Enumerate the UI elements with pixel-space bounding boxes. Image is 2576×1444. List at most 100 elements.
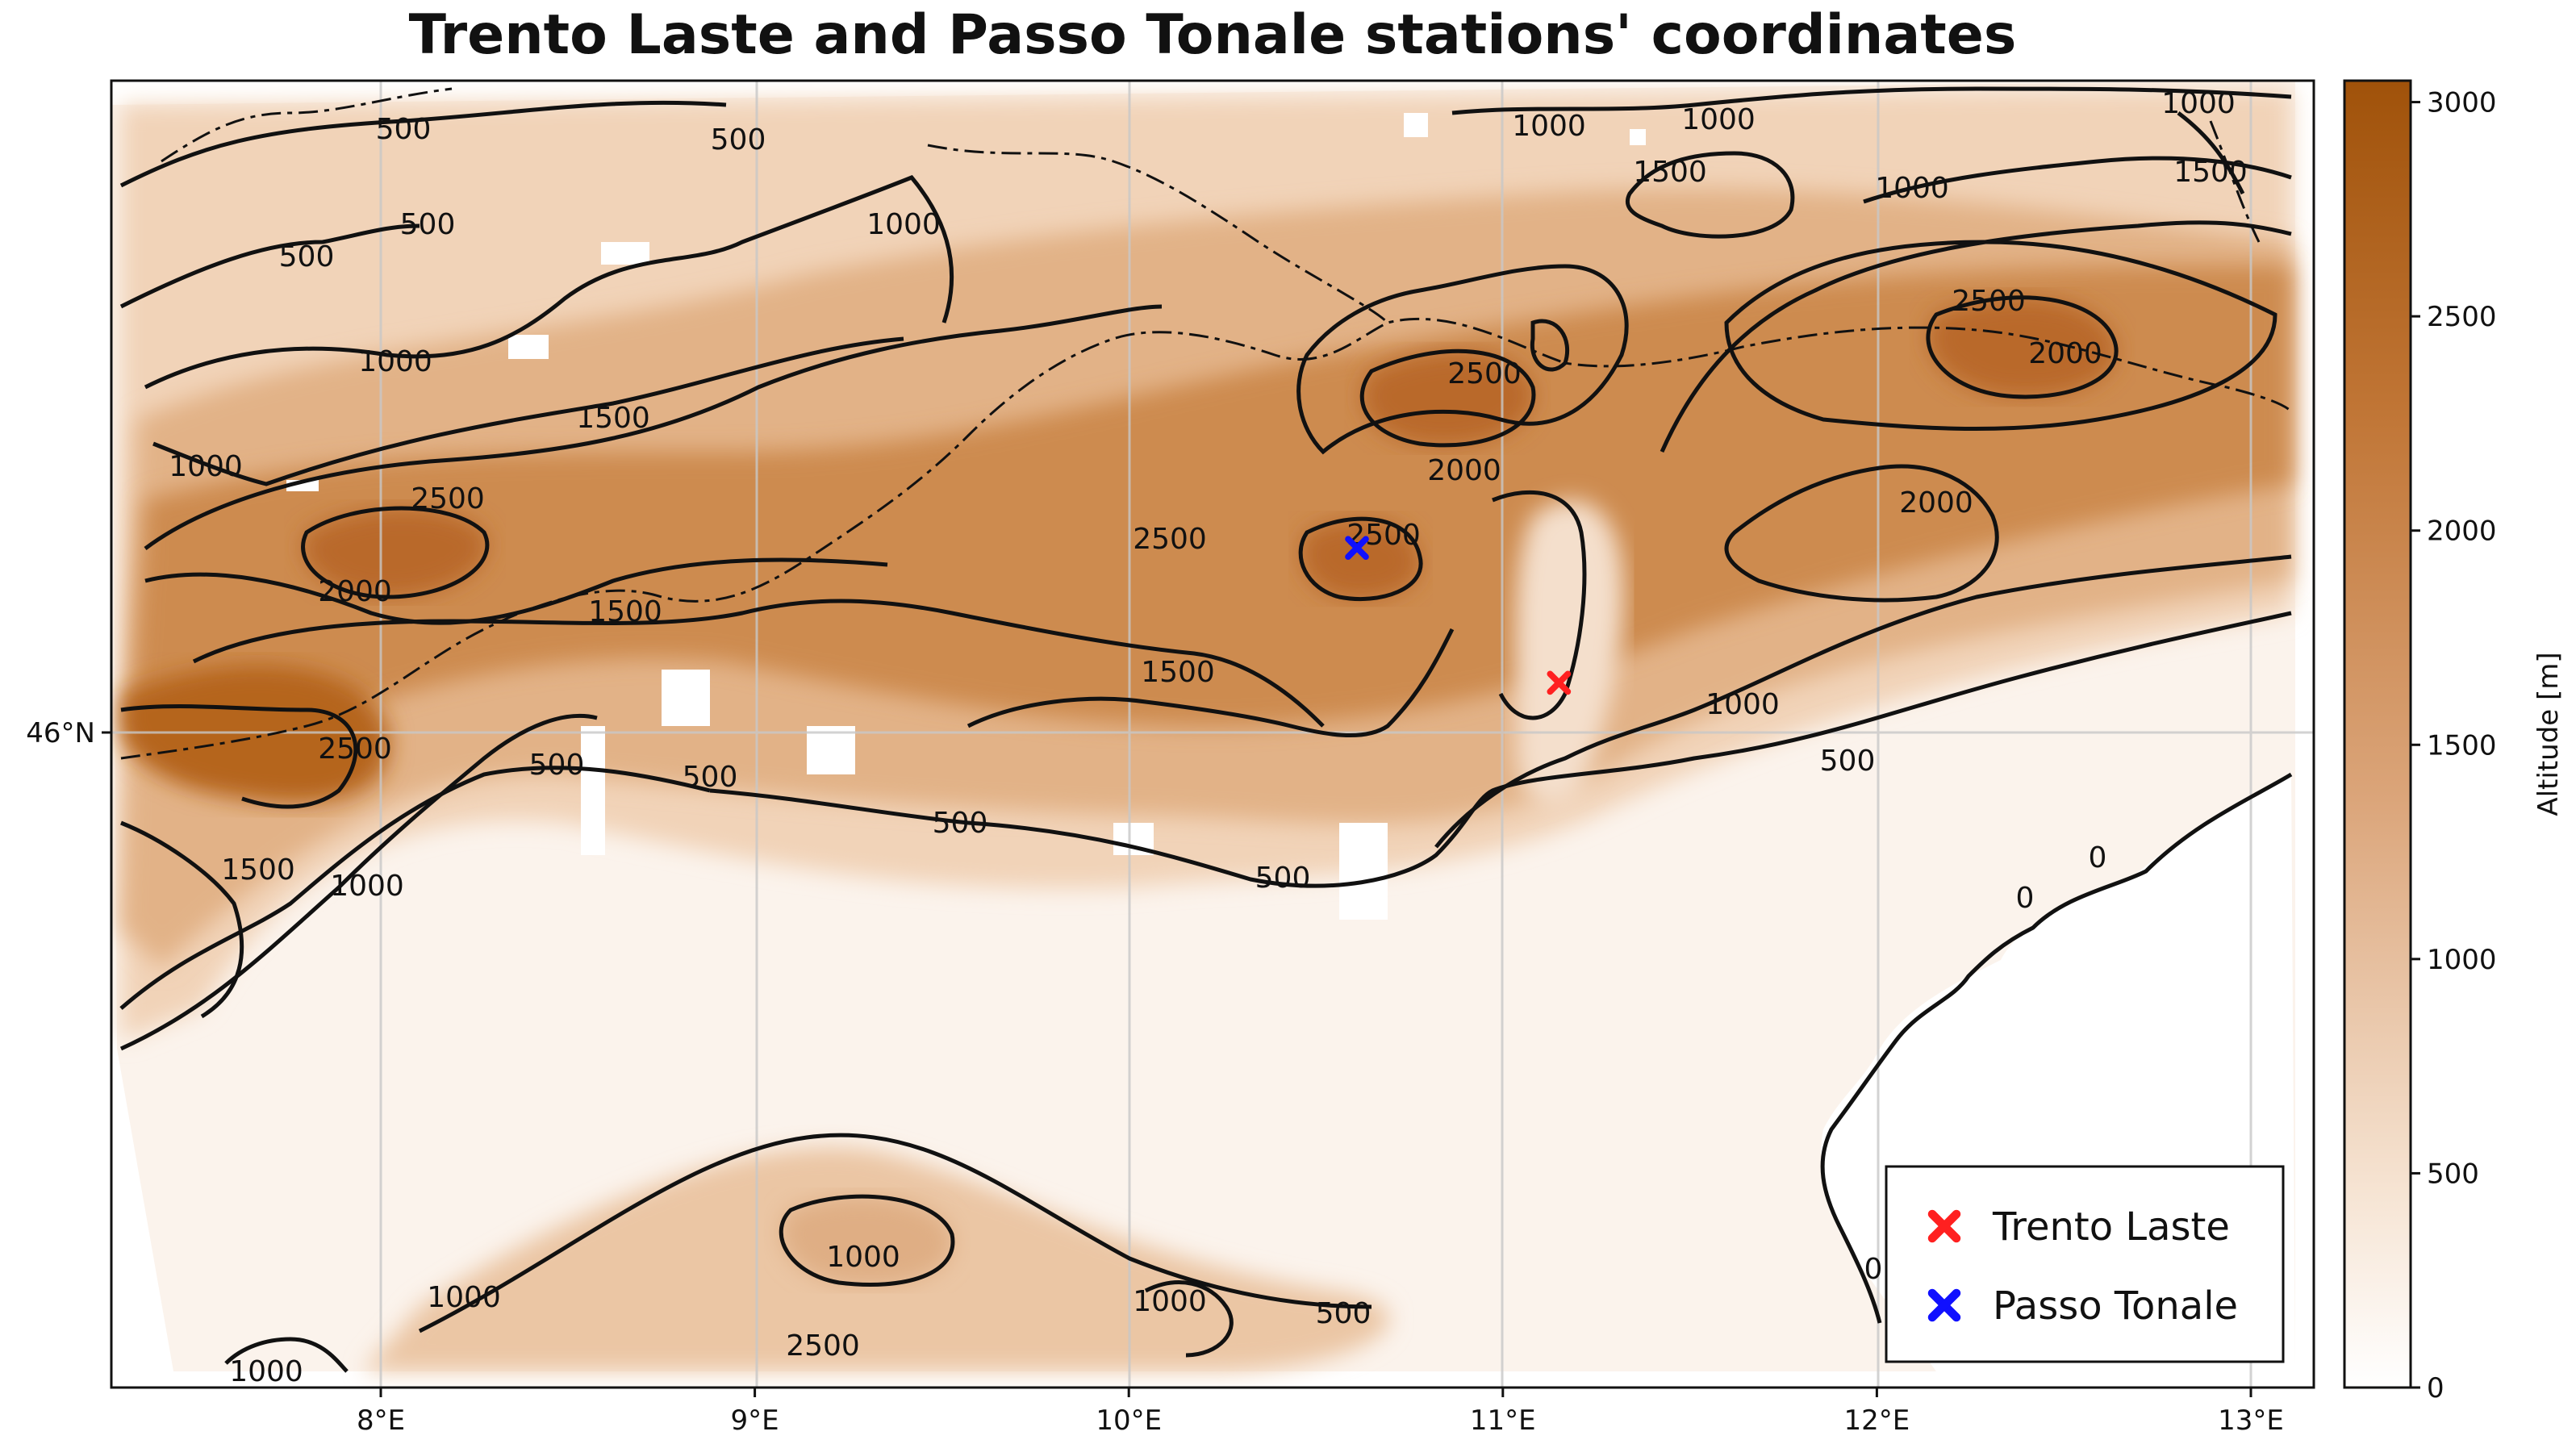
legend-marker (1927, 1288, 1961, 1322)
contour-1500-dolo (1660, 220, 2292, 453)
contour-label: 1000 (1133, 1285, 1207, 1318)
border-swiss-italy (120, 317, 2293, 760)
contour-label: 500 (933, 807, 988, 840)
contour-label: 0 (2089, 841, 2107, 874)
contour-label: 1000 (229, 1355, 303, 1388)
contour-south-1000c (1144, 1280, 1234, 1358)
colorbar-tick-label: 3000 (2427, 87, 2497, 119)
contour-1500-mid (192, 599, 1325, 728)
mask-cell (807, 726, 855, 774)
contour-label: 1500 (221, 853, 295, 887)
mask-cell (1404, 113, 1428, 137)
contour-label: 0 (1864, 1253, 1883, 1286)
mask-cell (1339, 823, 1388, 920)
x-marker-icon (1927, 1209, 1961, 1243)
lat-tick-label: 46°N (26, 717, 95, 749)
contour-label: 0 (2016, 882, 2035, 915)
contour-label: 1000 (1512, 110, 1586, 143)
legend-marker (1927, 1209, 1961, 1243)
terrain-fill-1500 (129, 265, 2291, 774)
contour-label: 500 (279, 240, 335, 273)
contour-2500-small (1530, 319, 1570, 372)
contour-label: 1000 (866, 208, 941, 241)
contour-label: 1000 (169, 450, 243, 483)
mask-cell (601, 242, 649, 265)
colorbar-tick-label: 2500 (2427, 301, 2497, 333)
border-east (2209, 120, 2261, 243)
contour-label: 1000 (427, 1281, 501, 1314)
contour-label: 500 (683, 761, 738, 794)
terrain-fill-south-1000 (781, 1196, 953, 1285)
contour-1500-ne (1626, 151, 1795, 239)
contour-label: 1500 (576, 402, 650, 435)
contour-label: 500 (711, 123, 766, 157)
contour-label: 1000 (330, 870, 404, 903)
contour-500-north-2 (119, 223, 420, 309)
contour-2500-east-west (120, 704, 358, 809)
contour-1500-low (120, 820, 244, 1019)
mask-cell (662, 670, 710, 726)
colorbar-label: Altitude [m] (2532, 652, 2565, 816)
x-marker-stroke (1345, 536, 1369, 561)
lon-tick-label: 13°E (2218, 1404, 2284, 1437)
contour-label: 1000 (2161, 87, 2236, 120)
contour-500-north (119, 100, 727, 188)
x-marker-stroke (1547, 670, 1572, 695)
terrain-fill-2500-d (1927, 297, 2117, 397)
contour-500-south (119, 766, 711, 1010)
contour-label: 2000 (1427, 454, 1501, 487)
contour-label: 2500 (1447, 357, 1522, 390)
lon-tick-label: 9°E (731, 1404, 779, 1437)
terrain-fill-valley (1515, 500, 1623, 808)
contour-2500-west (301, 506, 490, 599)
mask-cell (1630, 129, 1646, 145)
contour-label: 1000 (1875, 172, 1949, 205)
border-north (161, 87, 453, 163)
contour-label: 1000 (826, 1241, 900, 1274)
station-marker (1345, 536, 1369, 561)
contour-1000-west (152, 336, 904, 486)
contour-label: 2000 (1899, 486, 1973, 520)
legend-item-trento: Trento Laste (1927, 1204, 2230, 1250)
contour-1000-nw (144, 175, 954, 390)
contour-label: 2000 (318, 575, 392, 608)
contour-label: 1500 (588, 595, 662, 628)
contour-2000-east (1724, 464, 1999, 603)
contour-label: 2500 (411, 482, 485, 515)
contour-label: 500 (400, 208, 456, 241)
lon-tick-label: 11°E (1470, 1404, 1536, 1437)
contour-2500-tonale (1298, 516, 1423, 602)
contour-label: 500 (376, 113, 432, 146)
legend-item-tonale: Passo Tonale (1927, 1283, 2238, 1329)
contour-label: 2000 (2028, 337, 2102, 370)
x-marker-stroke (1927, 1288, 1961, 1322)
contour-label: 500 (1316, 1297, 1372, 1330)
contour-label: 1500 (2173, 156, 2248, 189)
contour-1000-east (1434, 554, 2292, 849)
contour-2000-west (144, 557, 888, 625)
contour-2000-dolo (1724, 240, 2277, 432)
legend-label: Trento Laste (1992, 1204, 2230, 1250)
latitude-ticks: 46°N (26, 717, 111, 749)
colorbar-tick-label: 500 (2427, 1158, 2479, 1190)
legend: Trento Laste Passo Tonale (1885, 1165, 2285, 1363)
contour-label: 500 (1255, 862, 1311, 895)
gridlines (111, 81, 2314, 1388)
contour-label: 500 (529, 749, 585, 782)
contour-2000-valley (1492, 490, 1587, 720)
terrain-fill-2500-west (121, 666, 390, 803)
longitude-ticks: 8°E 9°E 10°E 11°E 12°E 13°E (357, 1388, 2284, 1437)
contour-label: 1500 (1141, 656, 1215, 689)
stations-layer (1345, 536, 1572, 695)
contour-south-1000b (224, 1337, 349, 1373)
contour-label: 1000 (1681, 103, 1756, 136)
contour-south-500 (418, 1133, 1372, 1333)
contour-label: 2500 (786, 1329, 860, 1363)
station-marker (1547, 670, 1572, 695)
colorbar-tick-label: 2000 (2427, 515, 2497, 548)
contour-label: 1000 (1706, 688, 1780, 721)
contour-1000-low (119, 713, 598, 1051)
terrain-fill-2500-b (1362, 351, 1534, 445)
colorbar-gradient (2343, 79, 2412, 1389)
